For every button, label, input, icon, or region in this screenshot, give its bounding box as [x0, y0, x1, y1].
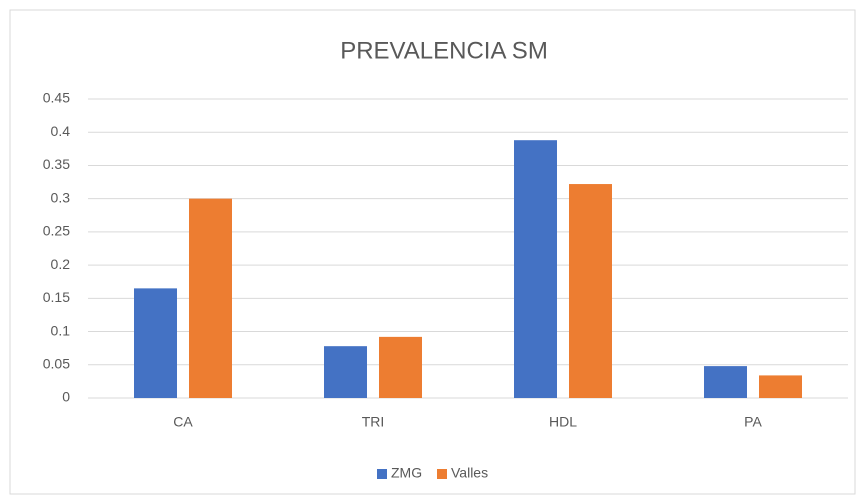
y-tick-label: 0.25 [43, 223, 70, 239]
x-tick-label: HDL [549, 414, 577, 430]
legend-swatch [377, 469, 387, 479]
y-tick-label: 0.45 [43, 90, 70, 106]
bar [379, 336, 422, 398]
bar [514, 140, 557, 398]
legend-label: Valles [451, 465, 488, 481]
x-tick-label: PA [744, 414, 762, 430]
y-tick-label: 0.15 [43, 289, 70, 305]
legend-label: ZMG [391, 465, 422, 481]
y-tick-label: 0.35 [43, 156, 70, 172]
x-tick-label: CA [173, 414, 193, 430]
bar [189, 198, 232, 398]
bar [569, 184, 612, 398]
bar [759, 375, 802, 398]
chart-title: PREVALENCIA SM [340, 37, 548, 64]
y-tick-label: 0.05 [43, 355, 70, 371]
y-tick-label: 0.2 [51, 256, 71, 272]
y-tick-label: 0.1 [51, 322, 71, 338]
y-tick-label: 0.3 [51, 189, 71, 205]
chart-border [9, 9, 856, 495]
bar [324, 346, 367, 398]
bar [704, 366, 747, 398]
x-tick-label: TRI [362, 414, 385, 430]
legend-swatch [437, 469, 447, 479]
bar [134, 288, 177, 398]
y-tick-label: 0.4 [51, 123, 71, 139]
y-tick-label: 0 [62, 389, 70, 405]
